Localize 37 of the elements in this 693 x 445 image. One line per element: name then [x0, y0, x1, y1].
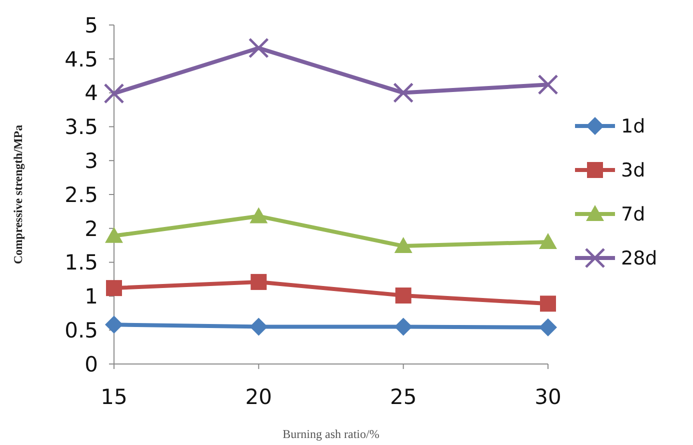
- point: [394, 237, 412, 254]
- point: [539, 232, 557, 249]
- point: [106, 280, 122, 296]
- point: [393, 82, 414, 104]
- y-tick-label: 1.5: [64, 250, 98, 275]
- y-tick-label: 1: [84, 284, 98, 309]
- y-tick-label: 0: [84, 352, 98, 376]
- y-axis-title: Compressive strength/MPa: [11, 124, 25, 264]
- point: [539, 318, 557, 336]
- point: [540, 296, 556, 312]
- y-tick-label: 2: [84, 216, 98, 241]
- point: [250, 207, 268, 224]
- point: [250, 318, 268, 336]
- point: [248, 38, 269, 58]
- legend-label: 1d: [621, 116, 646, 138]
- x-axis-title: Burning ash ratio/%: [282, 427, 380, 441]
- y-tick-label: 5: [84, 13, 98, 38]
- point: [538, 74, 558, 95]
- y-tick-label: 4.5: [64, 47, 98, 72]
- x-tick-label: 20: [245, 385, 272, 409]
- point: [394, 318, 412, 336]
- point: [395, 288, 412, 304]
- y-tick-label: 2.5: [64, 182, 98, 207]
- point: [250, 274, 267, 290]
- legend-label: 28d: [621, 248, 658, 270]
- legend-label: 7d: [621, 204, 646, 226]
- point: [104, 83, 124, 104]
- legend-label: 3d: [621, 160, 646, 182]
- x-tick-label: 25: [390, 385, 417, 409]
- y-tick-label: 3: [84, 148, 98, 173]
- x-tick-label: 15: [100, 385, 128, 409]
- y-tick-label: 3.5: [64, 115, 98, 140]
- x-tick-label: 30: [534, 385, 562, 409]
- point: [105, 316, 123, 334]
- point: [105, 226, 123, 243]
- y-tick-label: 0.5: [64, 318, 98, 342]
- y-tick-label: 4: [84, 81, 98, 106]
